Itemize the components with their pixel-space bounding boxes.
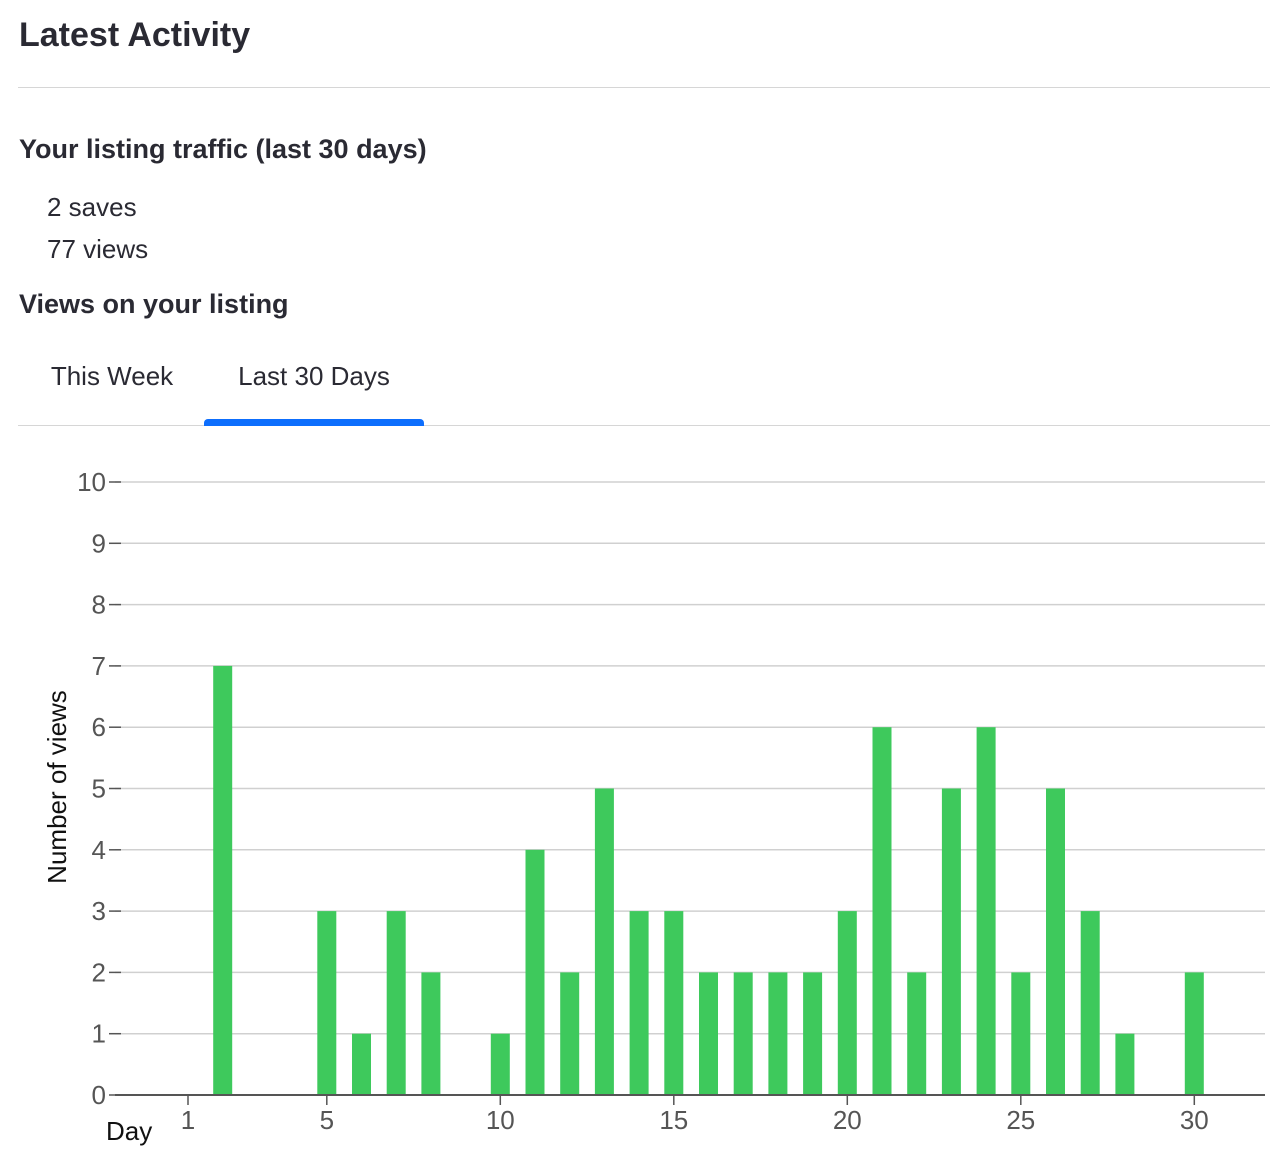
x-tick-label-30: 30 <box>1180 1105 1209 1135</box>
bar-day-11 <box>525 849 545 1095</box>
tab-last-30-days[interactable]: Last 30 Days <box>204 350 424 425</box>
y-tick-label-6: 6 <box>92 712 106 742</box>
y-tick-label-0: 0 <box>92 1080 106 1110</box>
bar-day-22 <box>907 972 927 1095</box>
y-tick-label-8: 8 <box>92 590 106 620</box>
y-tick-label-1: 1 <box>92 1019 106 1049</box>
x-axis-label: Day <box>106 1116 152 1146</box>
bar-day-23 <box>941 788 961 1095</box>
bar-day-12 <box>560 972 580 1095</box>
x-tick-label-15: 15 <box>659 1105 688 1135</box>
x-tick-label-10: 10 <box>486 1105 515 1135</box>
x-tick-label-1: 1 <box>181 1105 195 1135</box>
views-count: 77 views <box>47 234 149 264</box>
x-tick-label-25: 25 <box>1006 1105 1035 1135</box>
x-tick-label-20: 20 <box>833 1105 862 1135</box>
x-tick-label-5: 5 <box>320 1105 334 1135</box>
bar-day-16 <box>699 972 718 1095</box>
bar-day-30 <box>1184 972 1204 1095</box>
bar-day-2 <box>213 665 233 1095</box>
bar-day-13 <box>594 788 614 1095</box>
bar-day-21 <box>872 727 892 1095</box>
bar-day-5 <box>317 911 337 1095</box>
saves-count: 2 saves <box>47 192 137 222</box>
active-tab-indicator <box>204 419 424 426</box>
period-tabs: This Week Last 30 Days <box>18 350 1270 426</box>
bar-day-26 <box>1046 788 1065 1095</box>
bar-day-19 <box>803 972 823 1095</box>
bar-day-10 <box>490 1033 510 1095</box>
y-tick-label-2: 2 <box>92 957 106 987</box>
y-tick-label-4: 4 <box>92 835 106 865</box>
divider <box>18 87 1270 88</box>
bar-day-8 <box>421 972 441 1095</box>
bar-day-20 <box>837 911 857 1095</box>
bar-day-7 <box>386 911 406 1095</box>
bar-day-25 <box>1011 972 1031 1095</box>
y-tick-label-9: 9 <box>92 528 106 558</box>
bar-day-24 <box>976 727 996 1095</box>
traffic-heading: Your listing traffic (last 30 days) <box>19 134 427 164</box>
bar-day-6 <box>352 1033 371 1095</box>
y-tick-label-10: 10 <box>77 467 106 497</box>
tab-this-week[interactable]: This Week <box>28 350 196 425</box>
page-title: Latest Activity <box>19 16 251 54</box>
y-tick-label-7: 7 <box>92 651 106 681</box>
bar-day-27 <box>1080 911 1100 1095</box>
bar-day-18 <box>768 972 788 1095</box>
views-heading: Views on your listing <box>19 289 289 319</box>
y-tick-label-5: 5 <box>92 774 106 804</box>
bar-day-14 <box>629 911 649 1095</box>
bar-day-28 <box>1115 1033 1135 1095</box>
bar-day-17 <box>733 972 753 1095</box>
y-tick-label-3: 3 <box>92 896 106 926</box>
y-axis-label: Number of views <box>42 690 72 884</box>
bar-day-15 <box>664 911 684 1095</box>
